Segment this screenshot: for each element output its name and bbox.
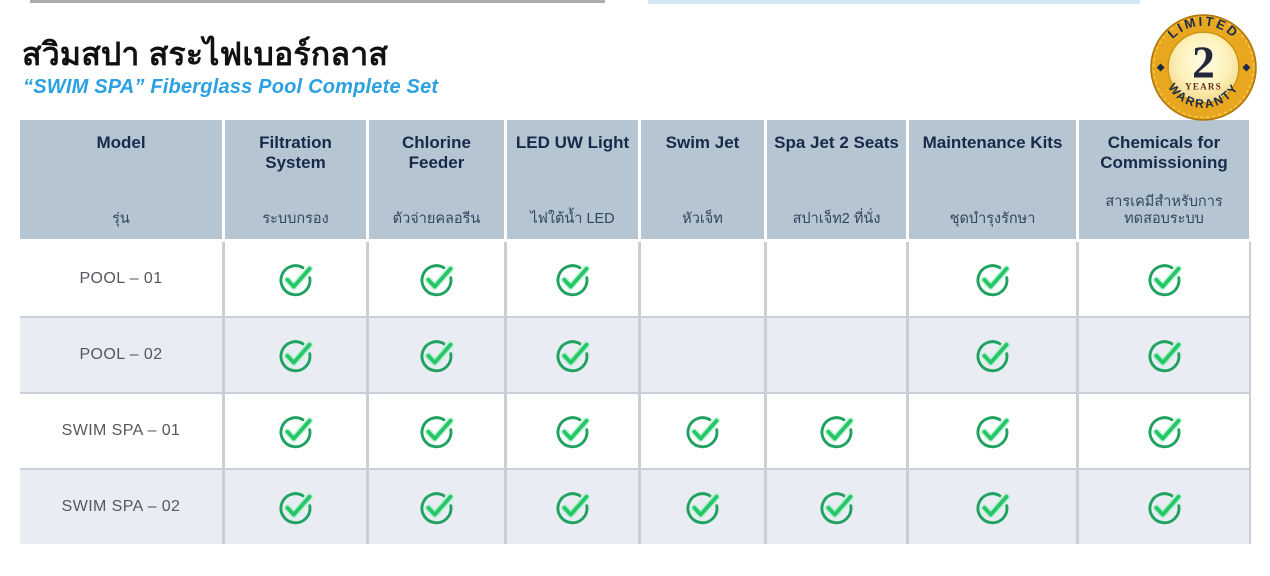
check-circle-icon: [416, 258, 457, 299]
table-header-row: Model รุ่น Filtration System ระบบกรอง Ch…: [20, 119, 1251, 239]
column-header-en: Model: [96, 132, 146, 152]
check-circle-icon: [552, 486, 593, 527]
column-header-en: Maintenance Kits: [922, 132, 1063, 152]
top-strip-light: [648, 0, 1140, 4]
column-header-maintenance-kits: Maintenance Kits ชุดบำรุงรักษา: [909, 119, 1076, 239]
feature-cell-checked: [909, 393, 1076, 468]
page-title: สวิมสปา สระไฟเบอร์กลาส: [22, 36, 389, 72]
column-header-th: ชุดบำรุงรักษา: [949, 210, 1036, 227]
feature-cell-checked: [909, 317, 1076, 392]
column-header-swim-jet: Swim Jet หัวเจ็ท: [641, 119, 764, 239]
column-header-model: Model รุ่น: [20, 119, 222, 239]
column-header-en: Chemicals for Commissioning: [1100, 132, 1228, 172]
feature-cell-checked: [767, 469, 906, 544]
feature-cell-checked: [1079, 393, 1249, 468]
feature-cell-checked: [369, 317, 504, 392]
feature-cell-checked: [1079, 317, 1249, 392]
column-header-th: รุ่น: [112, 210, 130, 227]
check-circle-icon: [275, 410, 316, 451]
column-header-en: Swim Jet: [665, 132, 740, 152]
check-circle-icon: [416, 410, 457, 451]
feature-table: Model รุ่น Filtration System ระบบกรอง Ch…: [20, 119, 1251, 544]
check-circle-icon: [552, 258, 593, 299]
column-header-en: LED UW Light: [515, 132, 630, 152]
check-circle-icon: [416, 486, 457, 527]
column-header-en: Chlorine Feeder: [402, 132, 471, 172]
model-cell: SWIM SPA – 01: [20, 393, 222, 468]
feature-cell-checked: [369, 241, 504, 316]
table-row-pool-02: POOL – 02: [20, 317, 1251, 392]
feature-cell-checked: [641, 393, 764, 468]
check-circle-icon: [972, 410, 1013, 451]
feature-cell-checked: [909, 241, 1076, 316]
column-header-en: Spa Jet 2 Seats: [774, 132, 899, 152]
column-header-filtration-system: Filtration System ระบบกรอง: [225, 119, 366, 239]
warranty-seal-icon: LIMITED WARRANTY 2 YEARS: [1149, 13, 1258, 122]
model-cell: POOL – 01: [20, 241, 222, 316]
table-body: POOL – 01 P: [20, 241, 1251, 544]
check-circle-icon: [816, 410, 857, 451]
feature-cell-checked: [1079, 241, 1249, 316]
check-circle-icon: [972, 486, 1013, 527]
table-row-swim-spa-02: SWIM SPA – 02: [20, 469, 1251, 544]
header: สวิมสปา สระไฟเบอร์กลาส “SWIM SPA” Fiberg…: [0, 0, 1270, 99]
feature-cell-checked: [225, 317, 366, 392]
table-row-pool-01: POOL – 01: [20, 241, 1251, 316]
column-header-chemicals-for-commissioning: Chemicals for Commissioning สารเคมีสำหรั…: [1079, 119, 1249, 239]
check-circle-icon: [682, 410, 723, 451]
feature-cell-checked: [641, 469, 764, 544]
model-cell: SWIM SPA – 02: [20, 469, 222, 544]
top-strip-dark: [30, 0, 605, 3]
check-circle-icon: [275, 334, 316, 375]
feature-cell-checked: [767, 393, 906, 468]
feature-cell-checked: [369, 393, 504, 468]
feature-cell-checked: [369, 469, 504, 544]
column-header-th: ตัวจ่ายคลอรีน: [392, 210, 481, 227]
model-cell: POOL – 02: [20, 317, 222, 392]
feature-cell-checked: [909, 469, 1076, 544]
feature-cell-checked: [1079, 469, 1249, 544]
feature-cell-empty: [767, 317, 906, 392]
badge-unit: YEARS: [1185, 82, 1222, 92]
feature-cell-checked: [225, 241, 366, 316]
check-circle-icon: [972, 258, 1013, 299]
check-circle-icon: [416, 334, 457, 375]
feature-cell-checked: [225, 393, 366, 468]
column-header-chlorine-feeder: Chlorine Feeder ตัวจ่ายคลอรีน: [369, 119, 504, 239]
feature-cell-empty: [641, 241, 764, 316]
check-circle-icon: [552, 334, 593, 375]
feature-cell-empty: [641, 317, 764, 392]
column-header-th: สปาเจ็ท2 ที่นั่ง: [792, 210, 881, 227]
feature-cell-empty: [767, 241, 906, 316]
feature-cell-checked: [507, 241, 638, 316]
page-subtitle: “SWIM SPA” Fiberglass Pool Complete Set: [23, 75, 439, 98]
check-circle-icon: [1144, 258, 1185, 299]
column-header-spa-jet-2-seats: Spa Jet 2 Seats สปาเจ็ท2 ที่นั่ง: [767, 119, 906, 239]
check-circle-icon: [1144, 410, 1185, 451]
check-circle-icon: [1144, 334, 1185, 375]
check-circle-icon: [816, 486, 857, 527]
feature-cell-checked: [507, 393, 638, 468]
check-circle-icon: [1144, 486, 1185, 527]
column-header-th: ไฟใต้น้ำ LED: [530, 210, 615, 227]
check-circle-icon: [275, 258, 316, 299]
column-header-th: ระบบกรอง: [262, 210, 329, 227]
badge-number: 2: [1192, 38, 1215, 88]
column-header-led-uw-light: LED UW Light ไฟใต้น้ำ LED: [507, 119, 638, 239]
column-header-th: สารเคมีสำหรับการทดสอบระบบ: [1105, 194, 1223, 227]
feature-cell-checked: [507, 317, 638, 392]
feature-cell-checked: [507, 469, 638, 544]
check-circle-icon: [682, 486, 723, 527]
check-circle-icon: [552, 410, 593, 451]
table-row-swim-spa-01: SWIM SPA – 01: [20, 393, 1251, 468]
column-header-th: หัวเจ็ท: [682, 210, 723, 227]
check-circle-icon: [275, 486, 316, 527]
feature-cell-checked: [225, 469, 366, 544]
column-header-en: Filtration System: [259, 132, 332, 172]
check-circle-icon: [972, 334, 1013, 375]
